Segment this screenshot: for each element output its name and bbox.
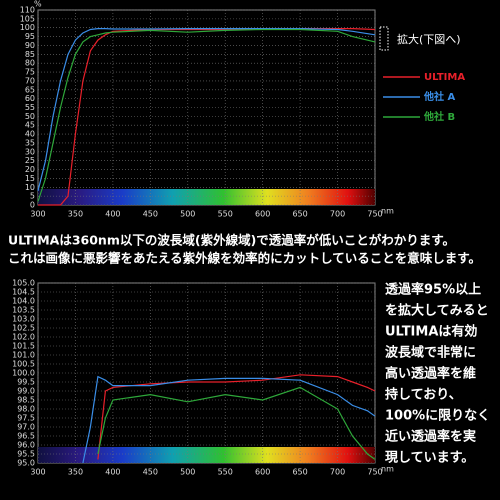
x-unit: nm xyxy=(381,207,394,216)
x-tick-label: 600 xyxy=(255,210,270,219)
y-tick-label: 97.5 xyxy=(17,414,35,423)
x-tick-label: 400 xyxy=(105,210,120,219)
y-tick-label: 99.0 xyxy=(17,387,35,396)
side-text: 持しており、 xyxy=(385,387,462,403)
y-tick-label: 97.0 xyxy=(17,423,35,432)
legend-label: 他社 B xyxy=(423,110,455,123)
x-tick-label: 300 xyxy=(30,210,45,219)
side-text: 透過率95%以上 xyxy=(385,282,481,298)
y-tick-label: 102.0 xyxy=(12,333,35,342)
side-text: 波長域で非常に xyxy=(385,345,476,361)
y-tick-label: 15 xyxy=(25,174,35,183)
y-tick-label: 25 xyxy=(25,156,35,165)
series-line xyxy=(82,375,376,464)
side-text: を拡大してみると xyxy=(385,303,489,319)
x-tick-label: 700 xyxy=(330,468,345,477)
y-tick-label: 40 xyxy=(25,130,35,139)
x-tick-label: 350 xyxy=(68,468,83,477)
y-tick-label: 102.5 xyxy=(12,324,35,333)
series-line xyxy=(37,28,376,202)
side-text: 100%に限りなく xyxy=(385,409,490,424)
x-tick-label: 500 xyxy=(180,210,195,219)
y-tick-label: 95.0 xyxy=(17,459,35,468)
y-tick-label: 96.5 xyxy=(17,432,35,441)
y-tick-label: 101.5 xyxy=(12,342,35,351)
x-tick-label: 500 xyxy=(180,468,195,477)
y-tick-label: 95.5 xyxy=(17,450,35,459)
x-tick-label: 650 xyxy=(292,210,307,219)
caption: これは画像に悪影響をあたえる紫外線を効率的にカットしていることを意味します。 xyxy=(8,251,481,266)
y-tick-label: 60 xyxy=(25,94,35,103)
y-tick-label: 80 xyxy=(25,59,35,68)
x-tick-label: 750 xyxy=(367,468,382,477)
series-line xyxy=(37,28,376,191)
y-tick-label: 35 xyxy=(25,138,35,147)
y-tick-label: 98.5 xyxy=(17,396,35,405)
side-text: ULTIMAは有効 xyxy=(385,324,477,340)
y-tick-label: 20 xyxy=(25,165,35,174)
legend-label: 他社 A xyxy=(423,90,455,103)
y-tick-label: 95 xyxy=(25,32,35,41)
x-tick-label: 550 xyxy=(218,210,233,219)
x-tick-label: 450 xyxy=(143,210,158,219)
side-text: 高い透過率を維 xyxy=(385,366,476,382)
x-tick-label: 400 xyxy=(105,468,120,477)
x-tick-label: 700 xyxy=(330,210,345,219)
y-tick-label: 100.5 xyxy=(12,360,35,369)
y-tick-label: 85 xyxy=(25,50,35,59)
y-tick-label: 100 xyxy=(20,23,35,32)
side-text: 近い透過率を実 xyxy=(385,429,476,445)
x-tick-label: 300 xyxy=(30,468,45,477)
y-tick-label: 104.0 xyxy=(12,297,35,306)
y-tick-label: 99.5 xyxy=(17,378,35,387)
spectrum xyxy=(38,189,375,205)
y-tick-label: 75 xyxy=(25,68,35,77)
y-tick-label: 45 xyxy=(25,121,35,130)
x-tick-label: 450 xyxy=(143,468,158,477)
y-tick-label: 0 xyxy=(30,201,35,210)
y-tick-label: 98.0 xyxy=(17,405,35,414)
series-line xyxy=(97,386,376,460)
y-tick-label: 30 xyxy=(25,147,35,156)
y-tick-label: 105 xyxy=(20,14,35,23)
bracket xyxy=(379,26,389,51)
y-tick-label: 105.0 xyxy=(12,279,35,288)
side-text: 現しています。 xyxy=(385,451,474,466)
y-tick-label: 50 xyxy=(25,112,35,121)
legend-label: ULTIMA xyxy=(424,72,465,83)
y-tick-label: 104.5 xyxy=(12,288,35,297)
x-tick-label: 550 xyxy=(218,468,233,477)
y-tick-label: 65 xyxy=(25,85,35,94)
x-tick-label: 650 xyxy=(292,468,307,477)
annotation: 拡大(下図へ) xyxy=(397,32,461,46)
x-tick-label: 600 xyxy=(255,468,270,477)
y-tick-label: 103.0 xyxy=(12,315,35,324)
series-line xyxy=(97,374,376,460)
caption: ULTIMAは360nm以下の波長域(紫外線域)で透過率が低いことがわかります。 xyxy=(8,233,455,248)
y-tick-label: 70 xyxy=(25,76,35,85)
x-tick-label: 350 xyxy=(68,210,83,219)
y-tick-label: 101.0 xyxy=(12,351,35,360)
y-tick-label: 5 xyxy=(30,192,35,201)
y-tick-label: 10 xyxy=(25,183,35,192)
y-tick-label: 90 xyxy=(25,41,35,50)
y-tick-label: 96.0 xyxy=(17,441,35,450)
x-tick-label: 750 xyxy=(367,210,382,219)
y-tick-label: 55 xyxy=(25,103,35,112)
y-tick-label: 100.0 xyxy=(12,369,35,378)
y-tick-label: 110 xyxy=(20,6,35,15)
y-unit: % xyxy=(34,0,42,9)
x-unit: nm xyxy=(381,465,394,474)
spectrum xyxy=(38,447,375,463)
y-tick-label: 103.5 xyxy=(12,306,35,315)
